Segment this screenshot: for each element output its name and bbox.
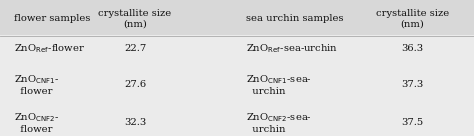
Text: ZnO$_{\mathrm{CNF2}}$-sea-
  urchin: ZnO$_{\mathrm{CNF2}}$-sea- urchin	[246, 111, 312, 134]
Text: ZnO$_{\mathrm{Ref}}$-sea-urchin: ZnO$_{\mathrm{Ref}}$-sea-urchin	[246, 42, 338, 55]
Text: 27.6: 27.6	[124, 80, 146, 89]
Text: 22.7: 22.7	[124, 44, 146, 53]
Text: 37.3: 37.3	[401, 80, 423, 89]
Text: ZnO$_{\mathrm{CNF1}}$-sea-
  urchin: ZnO$_{\mathrm{CNF1}}$-sea- urchin	[246, 73, 312, 96]
Text: ZnO$_{\mathrm{CNF1}}$-
  flower: ZnO$_{\mathrm{CNF1}}$- flower	[14, 73, 60, 96]
Text: crystallite size
(nm): crystallite size (nm)	[376, 9, 449, 28]
Text: crystallite size
(nm): crystallite size (nm)	[99, 9, 172, 28]
Text: ZnO$_{\mathrm{CNF2}}$-
  flower: ZnO$_{\mathrm{CNF2}}$- flower	[14, 111, 60, 134]
Text: 32.3: 32.3	[124, 118, 146, 127]
Bar	[0, 0, 474, 35]
Text: 37.5: 37.5	[401, 118, 423, 127]
Text: flower samples: flower samples	[14, 14, 91, 23]
Text: ZnO$_{\mathrm{Ref}}$-flower: ZnO$_{\mathrm{Ref}}$-flower	[14, 42, 85, 55]
Text: sea urchin samples: sea urchin samples	[246, 14, 344, 23]
Text: 36.3: 36.3	[401, 44, 423, 53]
